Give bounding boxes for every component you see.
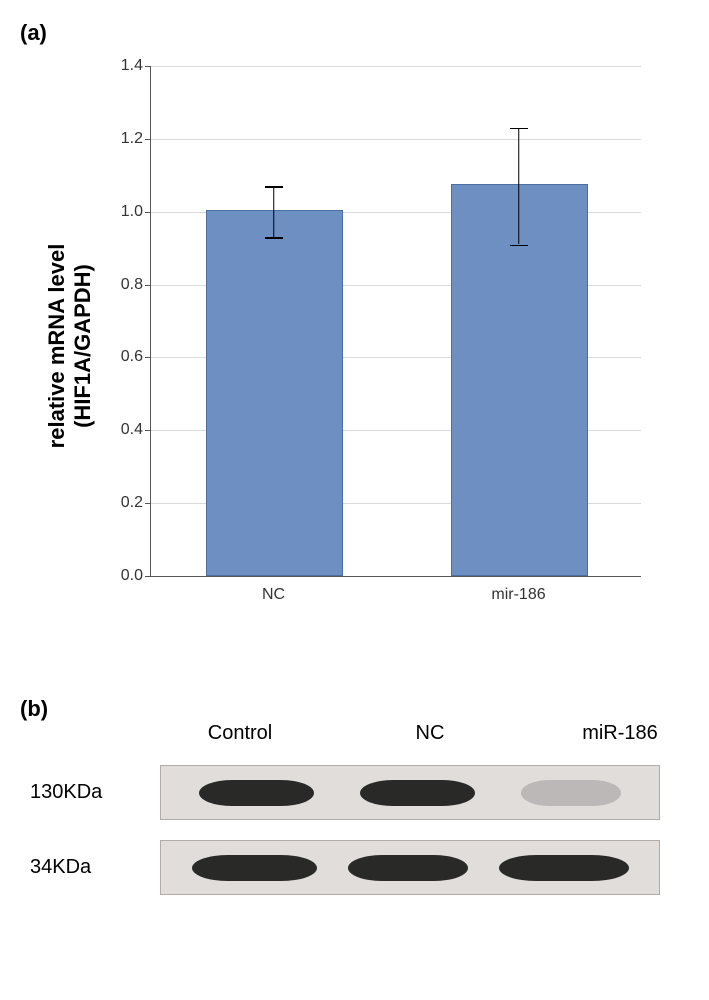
bar-chart: relative mRNA level (HIF1A/GAPDH) 0.00.2… — [40, 46, 690, 646]
x-tick-label: NC — [262, 576, 285, 604]
y-tick-label: 1.0 — [121, 203, 151, 221]
blot-strip — [160, 765, 660, 820]
panel-a: (a) relative mRNA level (HIF1A/GAPDH) 0.… — [20, 20, 689, 646]
error-cap — [265, 237, 283, 239]
y-tick-label: 0.8 — [121, 276, 151, 294]
blot-column-label: NC — [370, 722, 490, 745]
y-axis-label-line1: relative mRNA level — [44, 244, 69, 449]
y-tick-label: 0.6 — [121, 348, 151, 366]
y-axis-label-line2: (HIF1A/GAPDH) — [70, 264, 95, 428]
y-tick-label: 0.0 — [121, 567, 151, 585]
y-axis-label: relative mRNA level (HIF1A/GAPDH) — [44, 244, 96, 449]
y-tick-label: 1.2 — [121, 130, 151, 148]
blot-size-label: 34KDa — [20, 856, 160, 879]
bar — [451, 184, 588, 576]
blot-band — [348, 855, 468, 881]
gridline — [151, 139, 641, 140]
blot-column-headers: Control NC miR-186 — [180, 722, 689, 745]
blot-strip — [160, 840, 660, 895]
blot-column-label: miR-186 — [560, 722, 680, 745]
blot-band — [192, 855, 317, 881]
y-tick-label: 0.4 — [121, 421, 151, 439]
blot-size-label: 130KDa — [20, 781, 160, 804]
error-cap — [265, 186, 283, 188]
plot-area: 0.00.20.40.60.81.01.21.4NCmir-186 — [150, 66, 641, 577]
blot-row: 34KDa — [20, 840, 689, 895]
panel-b: (b) Control NC miR-186 130KDa 34KDa — [20, 696, 689, 895]
error-bar — [518, 128, 520, 245]
blot-band — [199, 780, 314, 806]
panel-b-label: (b) — [20, 696, 48, 721]
error-cap — [510, 245, 528, 247]
bar — [206, 210, 343, 576]
x-tick-label: mir-186 — [491, 576, 545, 604]
blot-band — [499, 855, 629, 881]
y-tick-label: 0.2 — [121, 494, 151, 512]
blot-band — [360, 780, 475, 806]
blot-row: 130KDa — [20, 765, 689, 820]
gridline — [151, 66, 641, 67]
error-bar — [273, 186, 275, 237]
blot-column-label: Control — [180, 722, 300, 745]
blot-band — [521, 780, 621, 806]
y-tick-label: 1.4 — [121, 57, 151, 75]
panel-a-label: (a) — [20, 20, 47, 45]
error-cap — [510, 128, 528, 130]
